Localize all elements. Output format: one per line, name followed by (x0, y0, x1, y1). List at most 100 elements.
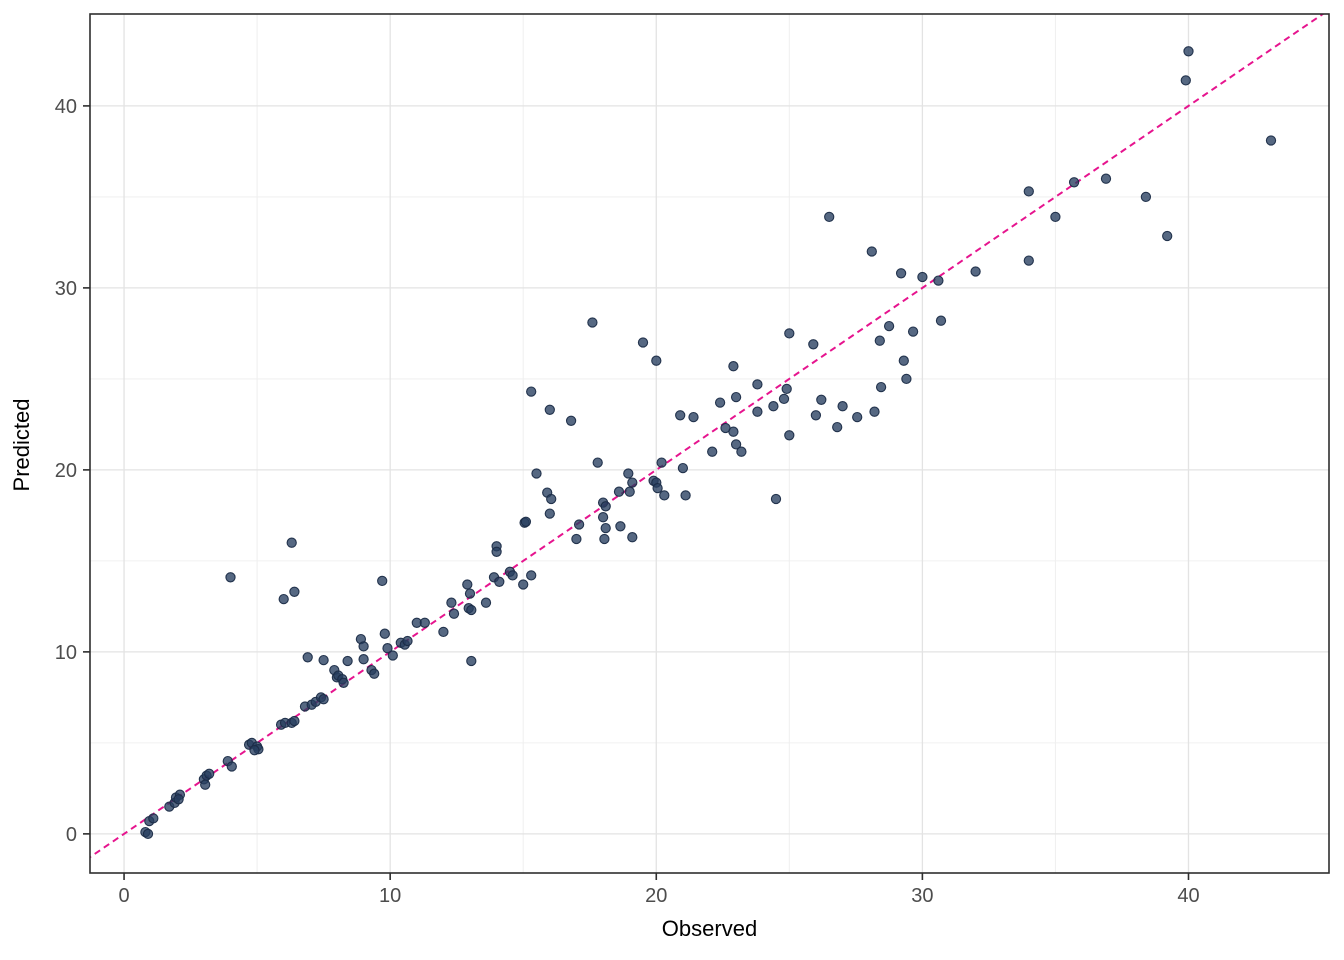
data-point (852, 411, 863, 423)
data-point (623, 468, 634, 479)
y-tick-label: 10 (55, 642, 77, 664)
data-point (1183, 46, 1194, 57)
data-point (1068, 177, 1080, 188)
data-point (531, 468, 542, 479)
data-point (730, 439, 742, 450)
y-tick-label: 30 (55, 278, 77, 300)
data-point (933, 275, 944, 286)
data-point (402, 635, 413, 647)
data-point (1140, 191, 1152, 203)
data-point (898, 355, 909, 366)
data-point (627, 477, 638, 488)
data-point (369, 668, 380, 679)
data-point (358, 654, 369, 665)
data-point (546, 493, 557, 505)
data-point (573, 519, 585, 530)
data-point (728, 426, 739, 437)
x-tick-label: 10 (379, 885, 401, 907)
data-point (491, 546, 502, 557)
data-point (677, 462, 689, 474)
y-tick-label: 20 (55, 460, 77, 482)
data-point (599, 533, 610, 545)
data-point (1100, 173, 1112, 184)
data-point (874, 335, 885, 346)
data-point (730, 391, 742, 403)
data-point (338, 677, 349, 688)
data-point (1023, 186, 1034, 197)
data-point (907, 326, 919, 337)
data-point (507, 570, 518, 581)
x-axis-title: Observed (661, 916, 758, 941)
data-point (778, 393, 790, 405)
x-tick-label: 0 (118, 885, 129, 907)
data-point (866, 246, 877, 257)
data-point (688, 411, 699, 423)
data-point (615, 521, 626, 532)
data-point (656, 457, 667, 468)
identity-dashed-line (90, 14, 1325, 859)
data-point (675, 410, 686, 421)
data-point (600, 501, 611, 512)
data-point (526, 386, 537, 397)
data-point (883, 320, 895, 332)
data-point (600, 522, 611, 534)
data-point (714, 397, 726, 408)
data-point (544, 508, 555, 519)
data-point (358, 641, 369, 652)
data-point (768, 401, 779, 412)
data-point (736, 446, 747, 457)
data-point (204, 768, 215, 779)
data-point (651, 355, 662, 366)
data-point (627, 532, 638, 543)
data-point (462, 579, 473, 590)
data-point (1265, 135, 1277, 146)
y-tick-label: 40 (55, 96, 77, 118)
data-point (289, 586, 300, 597)
x-tick-label: 40 (1177, 885, 1199, 907)
data-point (832, 421, 843, 433)
data-point (917, 271, 928, 283)
data-point (680, 490, 691, 501)
data-point (810, 410, 822, 421)
data-point (652, 482, 663, 494)
data-point (784, 430, 795, 441)
data-point (494, 576, 505, 587)
data-point (464, 588, 476, 599)
data-point (286, 537, 297, 548)
data-point (901, 373, 912, 385)
data-point (379, 628, 390, 639)
data-point (824, 211, 835, 223)
data-point (466, 604, 477, 616)
y-tick-label: 0 (66, 824, 77, 846)
data-point (518, 579, 529, 590)
data-point (148, 813, 159, 824)
data-point (1180, 75, 1191, 86)
data-point (869, 406, 880, 417)
panel-background (90, 14, 1329, 873)
data-point (752, 406, 763, 417)
data-point (302, 652, 313, 663)
data-point (970, 266, 981, 277)
data-point (446, 597, 457, 608)
data-point (613, 486, 625, 497)
data-point (571, 533, 582, 545)
data-point (466, 655, 477, 667)
data-point (419, 617, 430, 628)
data-point (707, 446, 718, 457)
data-point (624, 486, 635, 497)
data-point (200, 779, 211, 790)
data-point (816, 394, 827, 405)
data-point (289, 715, 300, 727)
data-point (173, 794, 184, 805)
data-point (520, 516, 532, 527)
data-point (728, 361, 739, 372)
data-point (1162, 230, 1173, 242)
data-point (1023, 255, 1034, 266)
data-point (597, 512, 609, 523)
x-tick-label: 20 (645, 885, 667, 907)
data-point (565, 415, 577, 426)
data-point (382, 643, 393, 654)
data-point (544, 404, 555, 415)
